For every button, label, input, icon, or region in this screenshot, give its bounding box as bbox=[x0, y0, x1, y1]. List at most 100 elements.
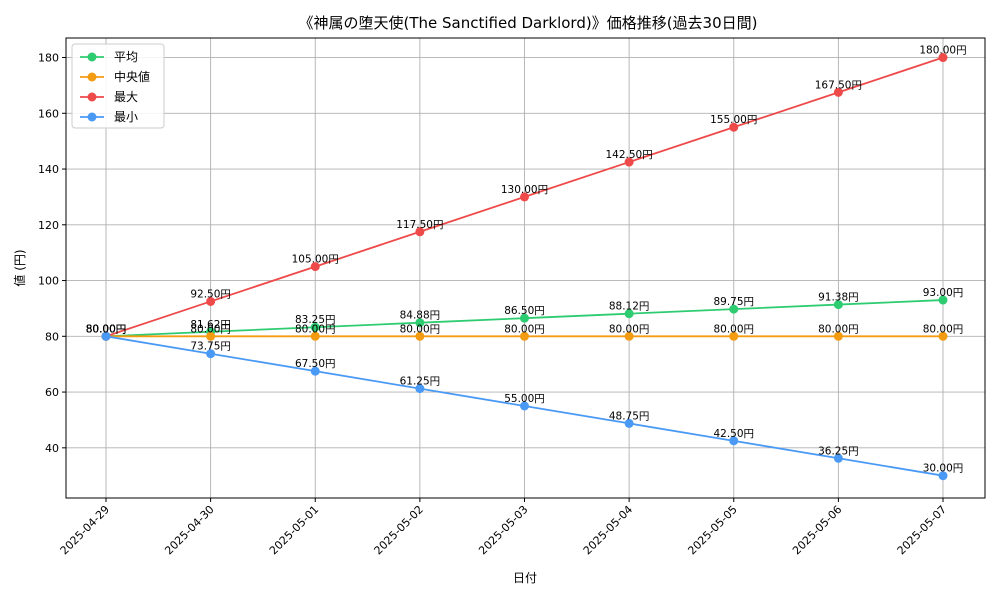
data-label: 80.00円 bbox=[713, 323, 754, 335]
data-point bbox=[729, 436, 739, 446]
data-point bbox=[101, 331, 111, 341]
data-point bbox=[729, 304, 739, 314]
x-tick-label: 2025-05-04 bbox=[581, 503, 635, 557]
y-tick-label: 100 bbox=[38, 275, 59, 288]
data-point bbox=[833, 300, 843, 310]
chart-title: 《神属の堕天使(The Sanctified Darklord)》価格推移(過去… bbox=[298, 14, 757, 32]
data-point bbox=[938, 53, 948, 63]
legend-label: 最小 bbox=[114, 110, 138, 124]
data-label: 80.00円 bbox=[923, 323, 964, 335]
data-label: 80.00円 bbox=[295, 323, 336, 335]
data-point bbox=[310, 322, 320, 332]
data-label: 80.00円 bbox=[190, 323, 231, 335]
data-point bbox=[520, 331, 529, 341]
data-label: 42.50円 bbox=[713, 428, 754, 440]
legend-marker bbox=[87, 52, 97, 62]
data-point bbox=[206, 349, 216, 359]
data-label: 67.50円 bbox=[295, 358, 336, 370]
data-label: 105.00円 bbox=[292, 254, 339, 266]
data-label: 30.00円 bbox=[923, 463, 964, 475]
data-point bbox=[206, 331, 216, 341]
data-label: 93.00円 bbox=[923, 287, 964, 299]
plot-area-frame bbox=[65, 37, 986, 499]
data-label: 155.00円 bbox=[710, 114, 757, 126]
series-2 bbox=[101, 331, 948, 341]
data-label: 80.00円 bbox=[86, 323, 127, 335]
data-label: 92.50円 bbox=[190, 288, 231, 300]
data-label: 36.25円 bbox=[818, 445, 859, 457]
data-point bbox=[206, 296, 216, 306]
y-tick-label: 180 bbox=[38, 52, 59, 65]
data-label: 80.00円 bbox=[504, 323, 545, 335]
x-tick-label: 2025-05-05 bbox=[685, 503, 739, 557]
data-label: 91.38円 bbox=[818, 292, 859, 304]
data-label: 80.00円 bbox=[86, 323, 127, 335]
y-axis-label: 値 (円) bbox=[12, 249, 27, 286]
data-point bbox=[310, 331, 320, 341]
legend-marker bbox=[87, 72, 97, 82]
x-tick-label: 2025-04-29 bbox=[58, 503, 112, 557]
data-label: 117.50円 bbox=[396, 219, 443, 231]
data-point bbox=[415, 318, 425, 328]
data-point bbox=[938, 295, 948, 305]
legend-marker bbox=[87, 92, 97, 102]
data-point bbox=[624, 309, 634, 319]
series-layer bbox=[101, 53, 948, 481]
data-label: 167.50円 bbox=[815, 79, 862, 91]
data-point bbox=[938, 471, 948, 481]
y-axis-ticks: 40 60 80 100 120 140 160 180 bbox=[38, 52, 66, 455]
y-tick-label: 80 bbox=[45, 330, 59, 343]
legend-item: 中央値 bbox=[80, 69, 150, 84]
data-label: 130.00円 bbox=[501, 184, 548, 196]
data-label: 80.00円 bbox=[609, 323, 650, 335]
data-label: 80.00円 bbox=[86, 323, 127, 335]
legend-item: 最小 bbox=[80, 110, 138, 124]
data-point bbox=[624, 418, 634, 428]
series-4 bbox=[101, 331, 948, 481]
y-tick-label: 40 bbox=[45, 442, 59, 455]
data-label: 86.50円 bbox=[504, 305, 545, 317]
x-axis-ticks: 2025-04-29 2025-04-30 2025-05-01 2025-05-02… bbox=[58, 498, 949, 557]
data-point bbox=[624, 331, 634, 341]
data-point bbox=[310, 366, 320, 376]
data-label: 61.25円 bbox=[400, 376, 441, 388]
legend-label: 平均 bbox=[114, 50, 138, 64]
data-label: 81.62円 bbox=[190, 319, 231, 331]
legend-item: 最大 bbox=[80, 90, 138, 104]
data-point bbox=[624, 157, 634, 167]
legend-label: 中央値 bbox=[114, 69, 150, 84]
data-label: 80.00円 bbox=[86, 323, 127, 335]
grid-lines bbox=[66, 38, 985, 498]
data-point bbox=[520, 401, 529, 411]
data-point bbox=[310, 262, 320, 272]
data-label: 80.00円 bbox=[400, 323, 441, 335]
data-point bbox=[520, 313, 529, 323]
data-label: 48.75円 bbox=[609, 410, 650, 422]
data-point bbox=[415, 384, 425, 394]
data-point bbox=[415, 227, 425, 237]
data-label: 89.75円 bbox=[713, 296, 754, 308]
data-point bbox=[729, 122, 739, 132]
data-point bbox=[729, 331, 739, 341]
data-label: 142.50円 bbox=[606, 149, 653, 161]
data-label: 55.00円 bbox=[504, 393, 545, 405]
x-axis-label: 日付 bbox=[513, 571, 537, 585]
data-label: 83.25円 bbox=[295, 314, 336, 326]
data-point bbox=[833, 87, 843, 97]
x-tick-label: 2025-05-07 bbox=[895, 503, 949, 557]
x-tick-label: 2025-04-30 bbox=[162, 503, 216, 557]
x-tick-label: 2025-05-02 bbox=[372, 503, 426, 557]
data-label: 80.00円 bbox=[818, 323, 859, 335]
legend-marker bbox=[87, 112, 97, 122]
legend-item: 平均 bbox=[80, 50, 138, 64]
data-label: 180.00円 bbox=[919, 45, 966, 57]
legend-box bbox=[71, 43, 165, 129]
data-point bbox=[938, 331, 948, 341]
data-point bbox=[833, 331, 843, 341]
data-label: 88.12円 bbox=[609, 301, 650, 313]
data-labels: 80.00円 81.62円 83.25円 84.88円 86.50円 88.12円 89.7… bbox=[86, 45, 967, 475]
y-tick-label: 160 bbox=[38, 107, 59, 120]
data-point bbox=[833, 453, 843, 463]
